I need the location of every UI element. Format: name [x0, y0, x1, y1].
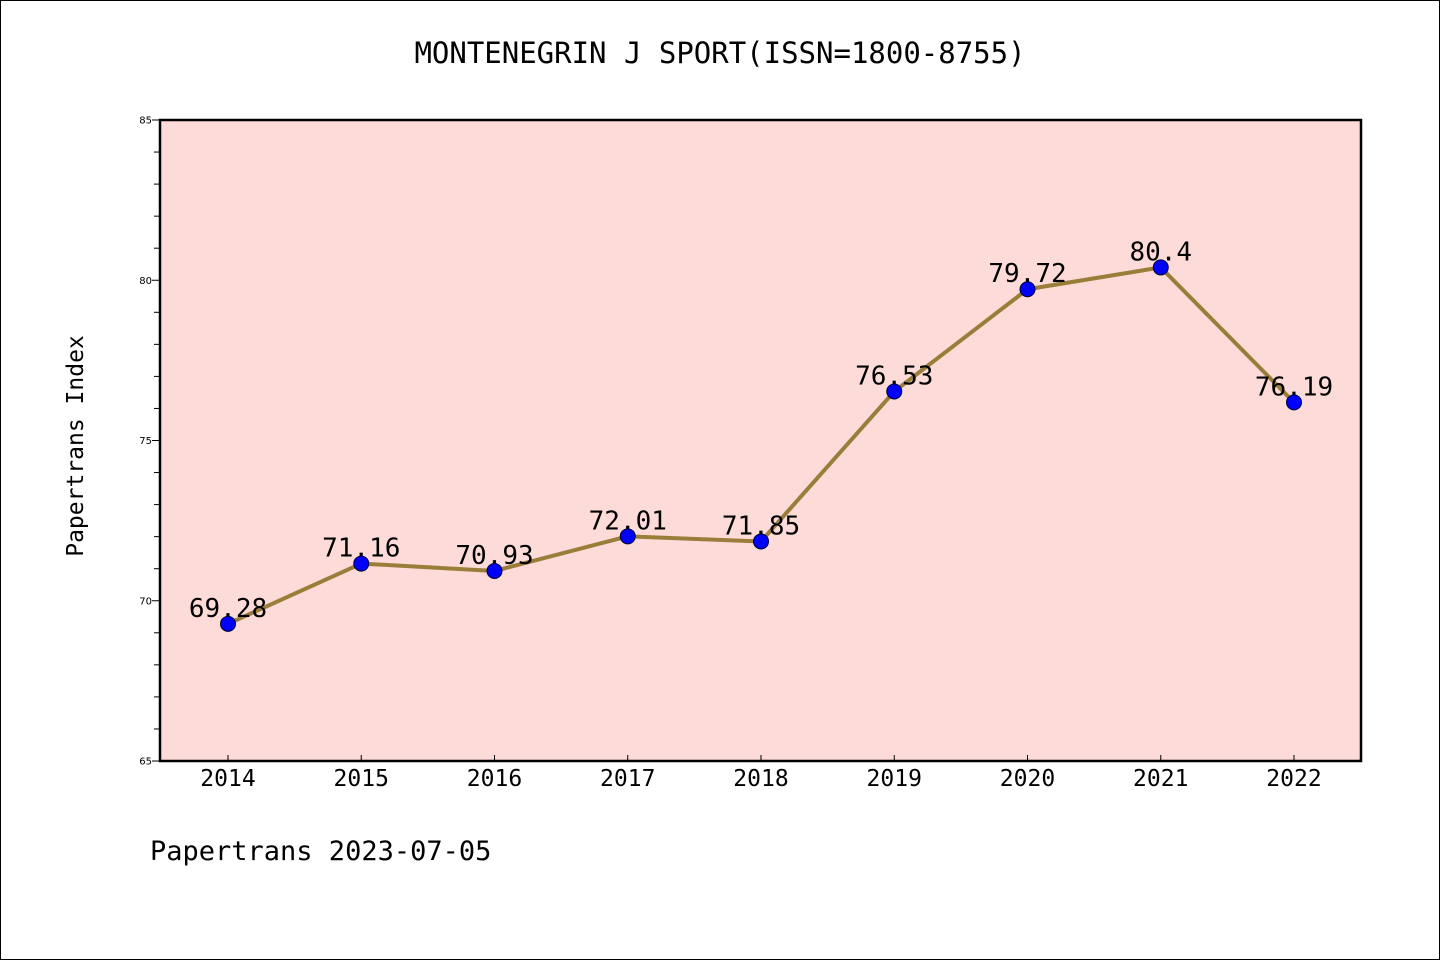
footer-caption: Papertrans 2023-07-05	[150, 836, 492, 867]
y-tick-label: 80	[139, 276, 152, 287]
y-tick-label: 75	[139, 436, 152, 447]
data-point	[1286, 394, 1302, 411]
data-point	[1019, 281, 1036, 298]
x-tick-label: 2022	[1266, 766, 1321, 792]
x-tick-label: 2017	[600, 766, 655, 792]
x-tick-label: 2016	[467, 766, 522, 792]
data-point	[220, 615, 236, 632]
data-point	[1152, 259, 1169, 276]
x-tick-label: 2014	[200, 766, 255, 792]
plot-border	[158, 118, 1363, 763]
data-point	[486, 562, 503, 579]
data-point	[619, 528, 636, 545]
x-tick-label: 2020	[1000, 766, 1055, 792]
x-tick-label: 2018	[733, 766, 788, 792]
y-tick-label: 70	[139, 596, 152, 607]
data-point	[886, 383, 903, 400]
y-tick-label: 85	[139, 116, 152, 127]
x-tick-label: 2019	[867, 766, 922, 792]
y-tick-label: 65	[139, 757, 152, 768]
chart-title: MONTENEGRIN J SPORT(ISSN=1800-8755)	[414, 36, 1026, 70]
plot-area	[160, 120, 1361, 761]
x-tick-label: 2021	[1133, 766, 1188, 792]
data-point	[353, 555, 370, 572]
data-point	[753, 533, 769, 550]
x-tick-label: 2015	[334, 766, 389, 792]
